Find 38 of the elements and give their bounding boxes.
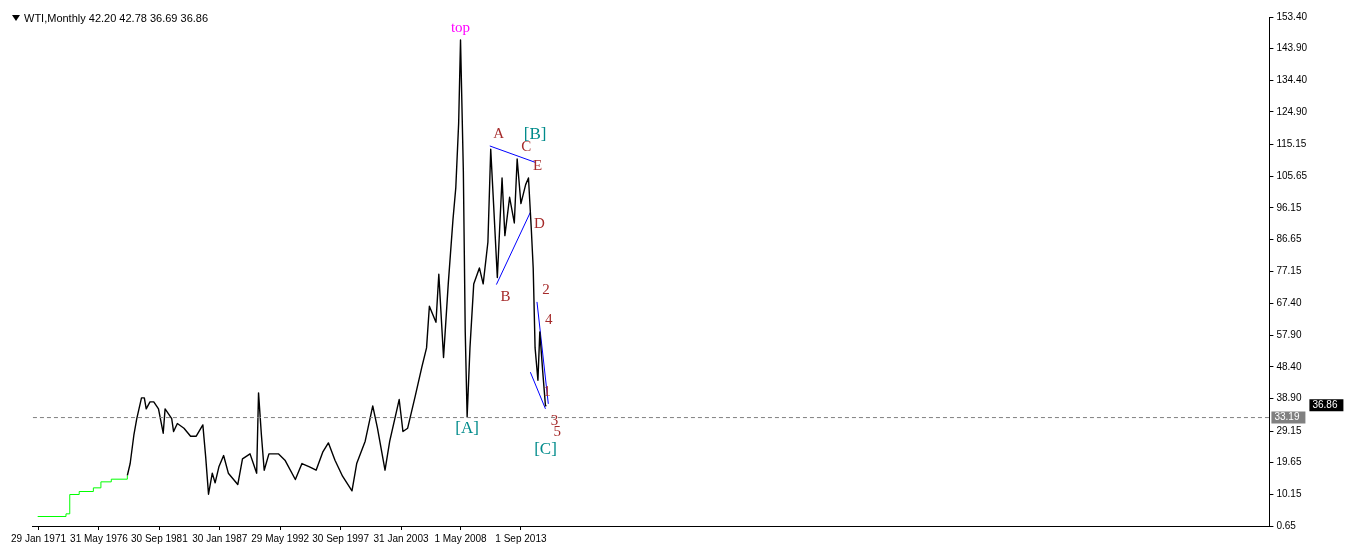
ref-line-label: 33.19 (1274, 411, 1300, 423)
annotation: [A] (455, 418, 479, 438)
y-tick-label: 86.65 (1276, 233, 1302, 245)
chart-title: WTI,Monthly 42.20 42.78 36.69 36.86 (24, 12, 209, 24)
x-tick-label: 29 Jan 1971 (10, 532, 67, 544)
annotation: A (493, 124, 505, 141)
y-tick-label: 19.65 (1276, 456, 1302, 468)
x-tick-label: 29 May 1992 (251, 532, 310, 544)
y-tick-label: 153.40 (1276, 10, 1308, 22)
annotation: D (533, 215, 545, 232)
annotation: [C] (534, 439, 557, 459)
y-tick-label: 38.90 (1276, 392, 1302, 404)
y-tick-label: 134.40 (1276, 74, 1308, 86)
y-tick-label: 115.15 (1276, 138, 1307, 150)
y-tick-label: 10.15 (1276, 488, 1302, 500)
x-tick-label: 30 Jan 1987 (192, 532, 248, 544)
y-tick-label: 67.40 (1276, 297, 1302, 309)
x-tick-label: 1 Sep 2013 (495, 532, 547, 544)
y-tick-label: 29.15 (1276, 424, 1302, 436)
y-tick-label: 143.90 (1276, 42, 1308, 54)
y-tick-label: 57.90 (1276, 328, 1302, 340)
annotation: top (450, 18, 471, 35)
annotation: E (532, 156, 543, 173)
x-tick-label: 31 May 1976 (70, 532, 129, 544)
y-tick-label: 48.40 (1276, 360, 1302, 372)
x-tick-label: 30 Sep 1981 (131, 532, 189, 544)
y-tick-label: 96.15 (1276, 201, 1302, 213)
y-tick-label: 77.15 (1276, 264, 1302, 276)
text: 36.86 (1312, 399, 1338, 411)
x-tick-label: 1 May 2008 (434, 532, 488, 544)
x-tick-label: 31 Jan 2003 (373, 532, 429, 544)
y-tick-label: 124.90 (1276, 105, 1308, 117)
x-tick-label: 30 Sep 1997 (312, 532, 370, 544)
annotation: B (500, 287, 511, 304)
y-tick-label: 105.65 (1276, 169, 1308, 181)
annotation: 2 (542, 280, 550, 297)
y-tick-label: 0.65 (1276, 519, 1297, 531)
annotation: 4 (545, 310, 554, 327)
